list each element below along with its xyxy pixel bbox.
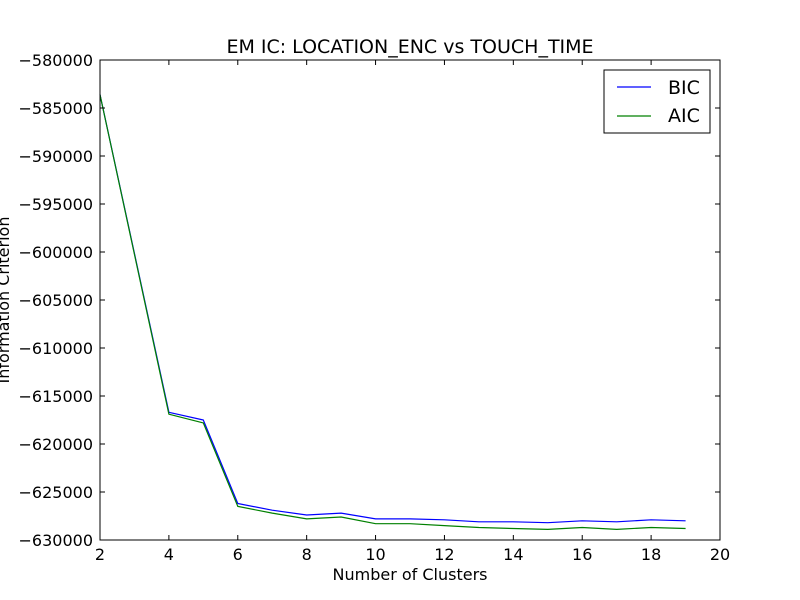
y-axis-title: Information Criterion: [0, 217, 13, 384]
x-axis: 2 4 6 8 10 12 14 16 18 20: [95, 60, 730, 564]
series-line-aic: [99, 94, 686, 531]
y-tick-label: −600000: [19, 243, 93, 262]
x-tick-label: 4: [164, 545, 174, 564]
y-tick-label: −625000: [19, 483, 93, 502]
chart-title: EM IC: LOCATION_ENC vs TOUCH_TIME: [226, 36, 593, 58]
legend-label-aic: AIC: [668, 105, 700, 127]
x-tick-label: 20: [710, 545, 730, 564]
legend-label-bic: BIC: [668, 77, 700, 99]
series-line-bic: [99, 94, 686, 524]
y-tick-label: −585000: [19, 99, 93, 118]
x-tick-label: 10: [365, 545, 385, 564]
y-tick-label: −620000: [19, 435, 93, 454]
x-tick-label: 18: [641, 545, 661, 564]
x-tick-label: 2: [95, 545, 105, 564]
legend: BIC AIC: [603, 69, 711, 134]
x-tick-label: 14: [503, 545, 523, 564]
y-tick-label: −580000: [19, 51, 93, 70]
y-tick-label: −595000: [19, 195, 93, 214]
plot-area: [99, 94, 686, 531]
x-tick-label: 8: [302, 545, 312, 564]
x-axis-title: Number of Clusters: [333, 565, 488, 584]
x-tick-label: 16: [572, 545, 592, 564]
legend-box: [603, 69, 711, 134]
y-tick-label: −590000: [19, 147, 93, 166]
y-tick-label: −610000: [19, 339, 93, 358]
y-tick-label: −615000: [19, 387, 93, 406]
x-tick-label: 12: [434, 545, 454, 564]
y-axis: −580000 −585000 −590000 −595000 −600000 −6050…: [19, 51, 720, 550]
x-tick-label: 6: [233, 545, 243, 564]
y-tick-label: −630000: [19, 531, 93, 550]
y-tick-label: −605000: [19, 291, 93, 310]
